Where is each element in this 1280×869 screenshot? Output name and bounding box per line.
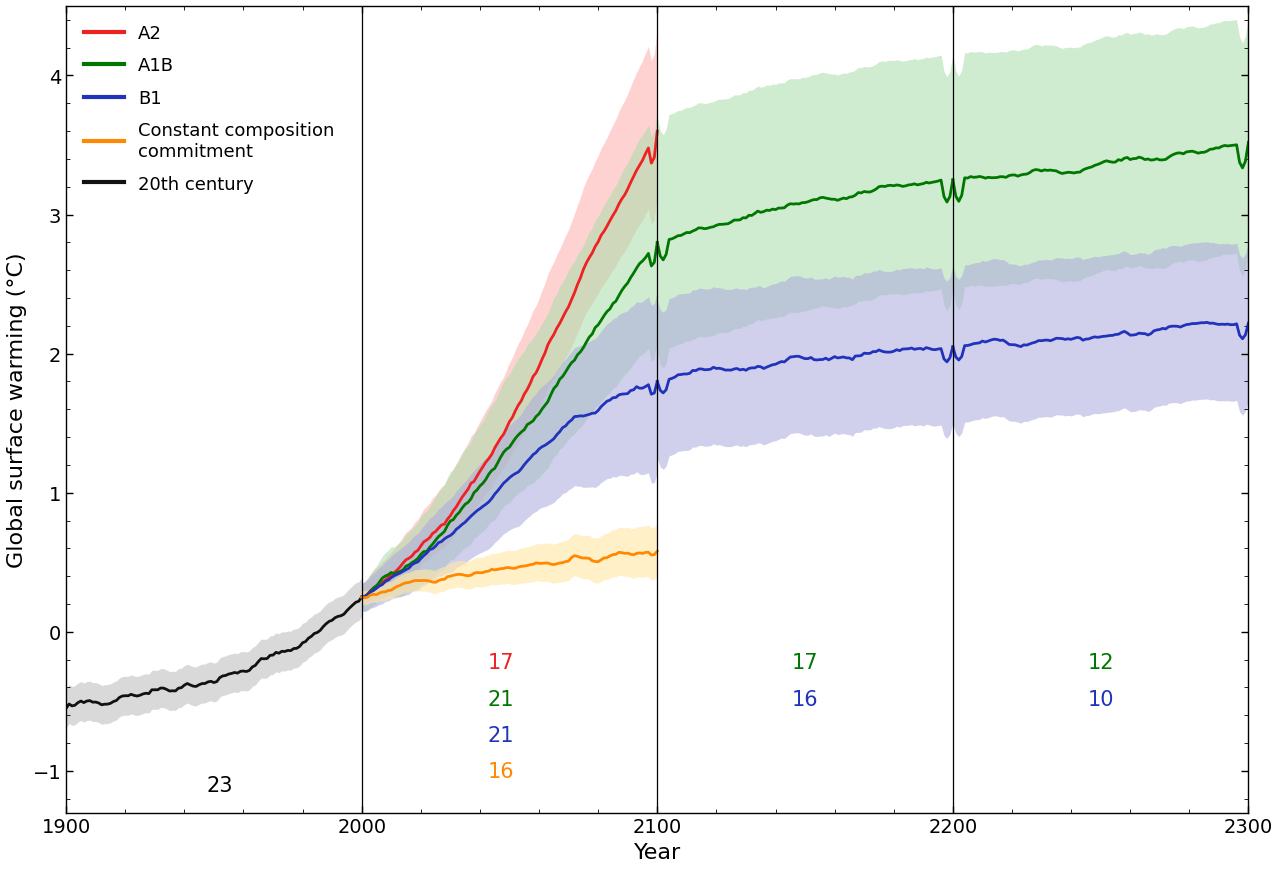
Text: 16: 16	[792, 689, 818, 709]
Text: 10: 10	[1088, 689, 1114, 709]
Text: 21: 21	[488, 689, 513, 709]
Text: 16: 16	[488, 761, 515, 781]
Text: 17: 17	[488, 653, 513, 673]
Y-axis label: Global surface warming (°C): Global surface warming (°C)	[6, 252, 27, 567]
Legend: A2, A1B, B1, Constant composition
commitment, 20th century: A2, A1B, B1, Constant composition commit…	[77, 17, 342, 201]
Text: 17: 17	[792, 653, 818, 673]
Text: 12: 12	[1088, 653, 1114, 673]
Text: 21: 21	[488, 725, 513, 745]
X-axis label: Year: Year	[634, 842, 681, 862]
Text: 23: 23	[206, 775, 233, 795]
